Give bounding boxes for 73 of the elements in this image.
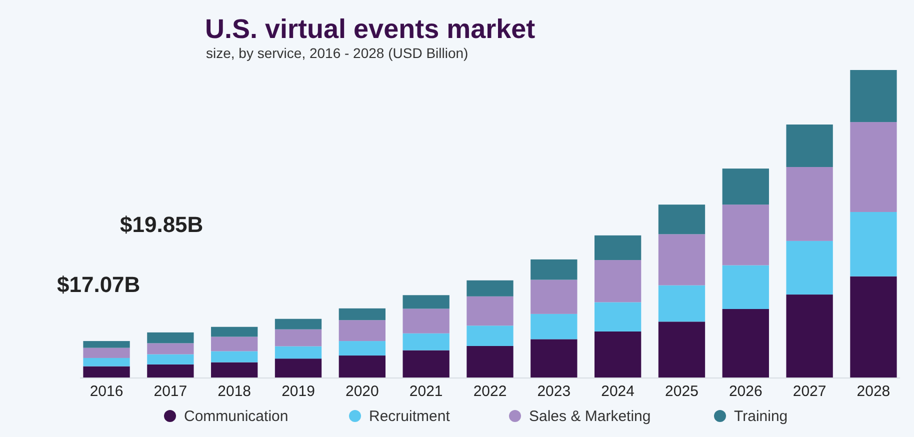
chart-title: U.S. virtual events market [205, 14, 536, 44]
bar [274, 329, 322, 346]
bar [722, 265, 769, 310]
x-tick-label: 2025 [665, 383, 698, 400]
x-tick-label: 2018 [218, 383, 252, 400]
bar [594, 302, 642, 332]
bar [786, 124, 833, 168]
bar [211, 336, 258, 352]
bar [338, 341, 386, 356]
bar [658, 322, 706, 378]
bar [83, 348, 130, 358]
bar [466, 296, 514, 326]
legend-label: Recruitment [369, 408, 451, 425]
bar [722, 204, 769, 266]
bar [402, 350, 450, 378]
bar [530, 314, 578, 340]
bar [211, 326, 258, 337]
bar [786, 240, 833, 295]
bar [466, 280, 514, 296]
x-tick-label: 2026 [728, 383, 762, 400]
bar [658, 204, 706, 234]
bar [338, 320, 386, 342]
bar [402, 333, 450, 350]
bar [594, 235, 642, 260]
legend-label: Sales & Marketing [529, 408, 651, 425]
bar [83, 366, 130, 378]
bar [850, 70, 897, 122]
bar [530, 280, 578, 314]
bar [786, 167, 833, 241]
bar [786, 294, 833, 378]
bar [274, 358, 322, 378]
x-tick-label: 2020 [345, 383, 379, 400]
x-tick-label: 2022 [473, 383, 507, 400]
bar [530, 339, 578, 378]
bar [658, 285, 706, 322]
annotation: $17.07B [57, 272, 140, 297]
bar [274, 318, 322, 330]
bar [722, 309, 769, 378]
bar [147, 364, 194, 378]
x-tick-label: 2023 [537, 383, 571, 400]
bar [466, 346, 514, 378]
bar [850, 212, 897, 276]
annotation: $19.85B [120, 212, 204, 237]
bar [658, 234, 706, 286]
x-tick-label: 2021 [409, 383, 443, 400]
bar [147, 343, 194, 354]
x-tick-label: 2017 [154, 383, 188, 400]
x-tick-label: 2027 [792, 383, 826, 400]
bar [402, 308, 450, 334]
bar [83, 341, 130, 348]
x-tick-label: 2019 [282, 383, 315, 400]
bar [402, 295, 450, 309]
bar [466, 326, 514, 346]
bar [530, 259, 578, 280]
bar [147, 354, 194, 364]
x-tick-label: 2028 [856, 383, 890, 400]
bar [594, 260, 642, 302]
chart-subtitle: size, by service, 2016 - 2028 (USD Billion) [206, 45, 468, 61]
bar [338, 356, 386, 378]
bar [850, 276, 897, 378]
bar [83, 358, 130, 366]
bar [211, 351, 258, 362]
bar [211, 362, 258, 378]
bar [147, 332, 194, 344]
bar [338, 308, 386, 320]
bar [722, 168, 769, 205]
x-tick-label: 2024 [601, 383, 635, 400]
bar [850, 122, 897, 212]
x-tick-label: 2016 [90, 383, 124, 400]
bar [594, 331, 642, 378]
bar [274, 346, 322, 359]
legend-label: Communication [184, 408, 288, 425]
legend-label: Training [734, 408, 788, 425]
